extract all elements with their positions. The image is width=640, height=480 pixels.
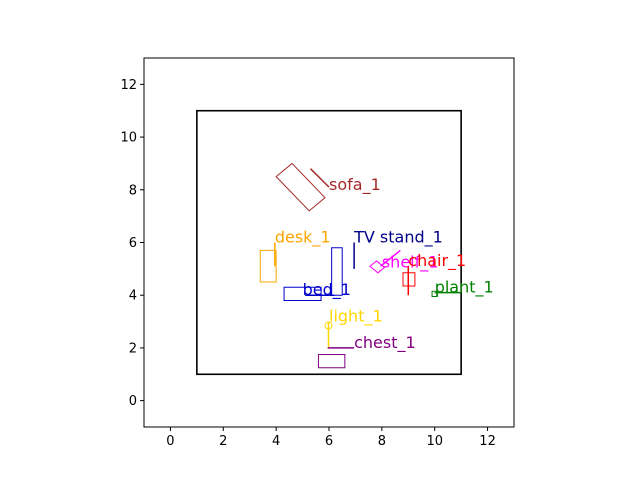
objects-layer: sofa_1 desk_1 TV stand_1 bed_1 shelf_1chair_… [259,162,494,369]
x-tick-label: 0 [166,434,174,449]
y-tick-label: 10 [120,131,137,146]
sofa-1-footprint [275,162,326,212]
bed-1-footprint-part [331,247,343,296]
tv-stand-1-label: TV stand_1 [353,228,443,248]
shelf-1-footprint [369,260,386,274]
object-shelf-1: shelf_1 [369,249,439,274]
object-sofa-1: sofa_1 [275,162,381,212]
y-tick-label: 8 [129,183,137,198]
y-tick-label: 4 [129,289,137,304]
y-tick-label: 0 [129,394,137,409]
desk-1-label: desk_1 [275,228,331,248]
chest-1-label: chest_1 [354,333,416,353]
object-bed-1: bed_1 [283,247,351,301]
y-tick-label: 12 [120,78,137,93]
y-tick-label: 2 [129,341,137,356]
room-layer [196,109,462,376]
object-light-1: light_1 [324,307,383,348]
x-tick-label: 12 [479,434,496,449]
object-tv-stand-1: TV stand_1 [353,228,443,269]
object-desk-1: desk_1 [259,228,331,283]
light-1-label: light_1 [329,307,383,327]
bed-1-label: bed_1 [303,280,351,300]
object-plant-1: plant_1 [431,278,494,298]
room-boundary [196,109,462,376]
chair-1-label: chair_1 [408,251,466,271]
object-chest-1: chest_1 [317,333,416,369]
y-tick-label: 6 [129,236,137,251]
x-tick-label: 4 [272,434,280,449]
chest-1-footprint [317,354,346,369]
x-tick-label: 10 [426,434,443,449]
object-chair-1: chair_1 [402,251,466,296]
sofa-1-label: sofa_1 [329,175,381,195]
chair-1-footprint [402,272,416,287]
plant-1-footprint [431,290,438,298]
shelf-1-label: shelf_1 [382,253,439,273]
x-tick-label: 8 [378,434,386,449]
sofa-1-orientation-line [309,168,330,188]
x-tick-label: 2 [219,434,227,449]
plant-1-label: plant_1 [435,278,494,298]
shelf-1-orientation-line [380,249,401,267]
bed-1-footprint [283,286,322,301]
x-tick-label: 6 [325,434,333,449]
desk-1-footprint [259,249,277,283]
axis-ticks: 0 2 4 6 8 10 12 0 2 4 6 8 10 12 [120,78,495,449]
